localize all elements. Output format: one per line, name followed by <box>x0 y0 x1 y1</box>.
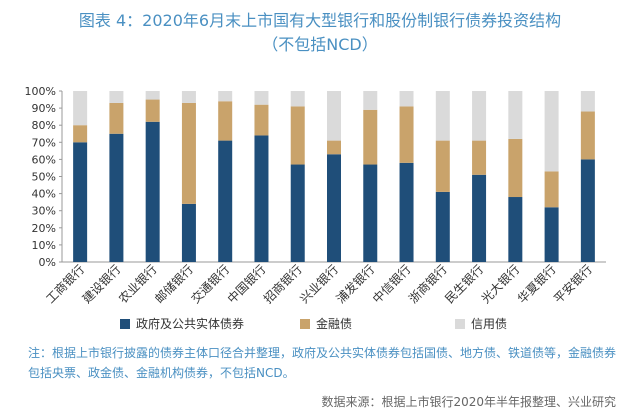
bar-segment-3 <box>218 91 233 102</box>
y-tick-label: 10% <box>32 239 56 252</box>
bar-segment-1 <box>435 191 450 262</box>
bar-segment-2 <box>181 102 196 204</box>
legend-swatch <box>120 319 130 329</box>
x-tick-label: 中信银行 <box>369 262 414 307</box>
x-tick-label: 农业银行 <box>116 262 160 306</box>
x-tick-label: 中国银行 <box>224 262 269 307</box>
x-tick-label: 邮储银行 <box>151 262 196 307</box>
legend-swatch <box>300 319 310 329</box>
bar-segment-3 <box>109 91 124 103</box>
bar-segment-3 <box>472 91 487 141</box>
bar-segment-2 <box>363 109 378 165</box>
y-tick-label: 40% <box>32 188 56 201</box>
bar-segment-2 <box>254 104 269 136</box>
chart-subtitle: （不包括NCD） <box>262 35 378 54</box>
bar-segment-2 <box>399 106 414 163</box>
bar-segment-2 <box>327 140 341 155</box>
bar-segment-1 <box>544 207 559 262</box>
bar-segment-3 <box>145 91 160 100</box>
x-tick-label: 建设银行 <box>80 262 124 306</box>
bar-segment-2 <box>435 140 450 192</box>
legend-swatch <box>455 319 465 329</box>
bar-segment-3 <box>73 91 88 126</box>
x-tick-label: 招商银行 <box>260 262 305 307</box>
y-tick-label: 90% <box>32 102 56 115</box>
bar-segment-2 <box>472 140 487 175</box>
bar-segment-1 <box>363 164 378 262</box>
bar-segment-3 <box>508 91 523 139</box>
footnote: 注：根据上市银行披露的债券主体口径合并整理，政府及公共实体债券包括国债、地方债、… <box>28 346 617 380</box>
bar-segment-2 <box>580 111 595 160</box>
bar-segment-3 <box>580 91 595 112</box>
bar-segment-1 <box>580 159 595 262</box>
bar-segment-1 <box>73 142 88 262</box>
bar-segment-1 <box>181 203 196 262</box>
x-tick-label: 交通银行 <box>188 262 233 307</box>
y-tick-label: 100% <box>25 85 56 98</box>
bar-segment-1 <box>399 162 414 262</box>
bar-segment-2 <box>109 102 124 134</box>
y-tick-label: 60% <box>32 153 56 166</box>
bar-segment-1 <box>508 197 523 262</box>
legend-label: 金融债 <box>316 316 352 331</box>
y-tick-label: 80% <box>32 119 56 132</box>
bar-segment-1 <box>109 133 124 262</box>
x-tick-label: 光大银行 <box>479 262 523 306</box>
chart-title: 图表 4：2020年6月末上市国有大型银行和股份制银行债券投资结构 <box>78 11 562 30</box>
bar-segment-1 <box>145 121 160 262</box>
bar-segment-1 <box>327 154 341 262</box>
y-tick-label: 0% <box>39 256 56 269</box>
bar-segment-3 <box>254 91 269 105</box>
bar-segment-1 <box>254 135 269 262</box>
x-tick-label: 浦发银行 <box>333 262 378 307</box>
x-tick-label: 兴业银行 <box>297 262 341 306</box>
bar-segment-3 <box>435 91 450 141</box>
bar-segment-1 <box>472 174 487 262</box>
bar-segment-2 <box>544 171 559 208</box>
y-tick-label: 20% <box>32 222 56 235</box>
bar-segment-2 <box>218 101 233 141</box>
bar-segment-2 <box>145 99 160 122</box>
bar-segment-2 <box>73 125 88 143</box>
bar-segment-3 <box>544 91 559 172</box>
legend-label: 政府及公共实体债券 <box>136 316 244 331</box>
y-tick-label: 50% <box>32 171 56 184</box>
bar-segment-3 <box>327 91 341 141</box>
data-source: 数据来源：根据上市银行2020年半年报整理、兴业研究 <box>321 395 616 409</box>
x-tick-label: 平安银行 <box>550 262 595 307</box>
y-tick-label: 70% <box>32 136 56 149</box>
x-tick-label: 华夏银行 <box>515 262 559 306</box>
y-tick-label: 30% <box>32 205 56 218</box>
bar-segment-1 <box>218 140 233 262</box>
x-tick-label: 民生银行 <box>442 262 486 306</box>
bar-segment-2 <box>290 106 305 165</box>
bar-segment-3 <box>399 91 414 107</box>
bar-segment-3 <box>181 91 196 103</box>
legend-label: 信用债 <box>471 317 507 331</box>
x-tick-label: 浙商银行 <box>405 262 450 307</box>
stacked-bar-chart: 0%10%20%30%40%50%60%70%80%90%100%工商银行建设银… <box>25 85 606 331</box>
bar-segment-3 <box>363 91 378 110</box>
bar-segment-2 <box>508 138 523 198</box>
bar-segment-3 <box>290 91 305 107</box>
bar-segment-1 <box>290 164 305 262</box>
